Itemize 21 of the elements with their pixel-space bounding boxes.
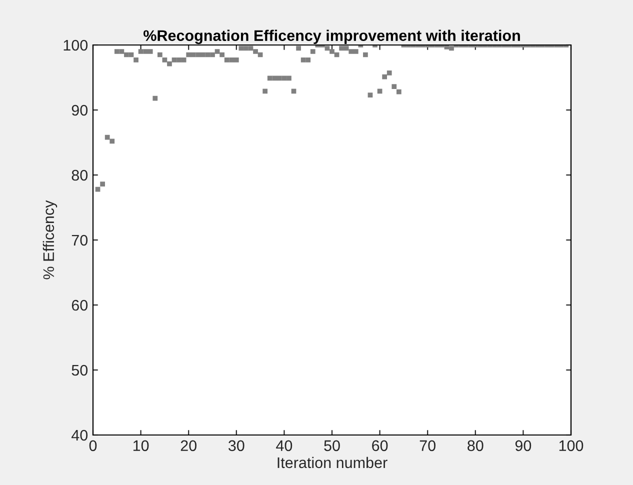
x-tick-label: 70 bbox=[420, 440, 436, 452]
y-tick-label: 70 bbox=[72, 234, 88, 246]
x-tick-label: 50 bbox=[324, 440, 340, 452]
y-tick-label: 40 bbox=[72, 430, 88, 441]
x-tick-label: 10 bbox=[133, 440, 149, 452]
y-tick-label: 100 bbox=[64, 40, 88, 51]
x-tick-label: 30 bbox=[228, 440, 244, 452]
y-tick-label: 60 bbox=[72, 300, 88, 311]
x-tick-label: 90 bbox=[515, 440, 532, 452]
x-tick-label: 0 bbox=[89, 440, 97, 452]
x-axis-title: Iteration number bbox=[278, 456, 388, 468]
chart-title: %Recognation Efficency improvement with iteration bbox=[144, 30, 520, 44]
x-tick-label: 80 bbox=[468, 440, 484, 452]
x-tick-label: 100 bbox=[559, 440, 584, 452]
x-tick-label: 20 bbox=[180, 440, 196, 452]
y-tick-label: 50 bbox=[72, 364, 88, 376]
x-tick-label: 60 bbox=[372, 440, 388, 452]
y-axis-title: % Efficency bbox=[42, 200, 58, 280]
y-tick-label: 90 bbox=[72, 104, 88, 116]
y-tick-label: 80 bbox=[72, 170, 88, 181]
x-tick-label: 40 bbox=[276, 440, 292, 452]
